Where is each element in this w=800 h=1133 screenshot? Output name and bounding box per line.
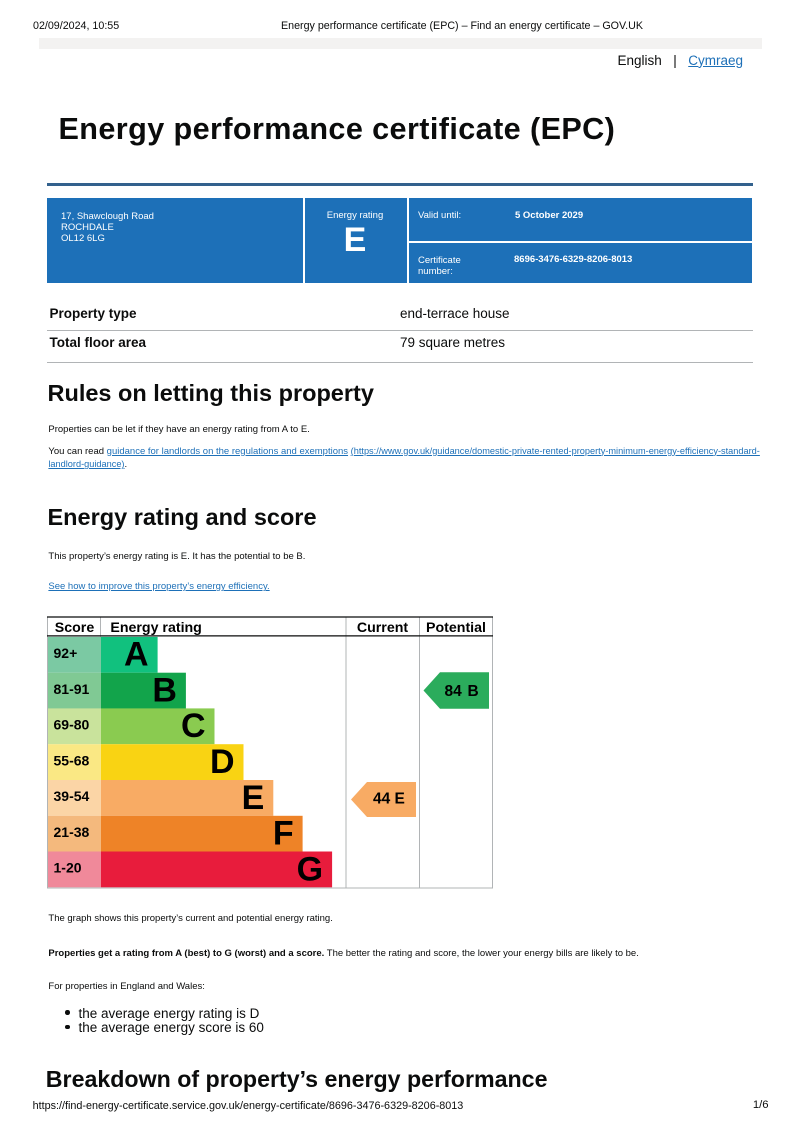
svg-text:55-68: 55-68	[54, 752, 90, 768]
svg-text:81-91: 81-91	[54, 681, 90, 697]
svg-text:39-54: 39-54	[54, 788, 90, 804]
svg-text:21-38: 21-38	[54, 824, 90, 840]
svg-text:D: D	[210, 743, 235, 781]
svg-text:E: E	[242, 779, 265, 817]
svg-text:92+: 92+	[54, 645, 78, 661]
svg-text:44: 44	[373, 791, 391, 808]
svg-text:B: B	[468, 683, 479, 700]
svg-text:E: E	[395, 791, 405, 808]
svg-text:Score: Score	[55, 620, 95, 636]
svg-text:B: B	[152, 672, 177, 710]
svg-text:F: F	[273, 815, 294, 853]
svg-text:G: G	[297, 850, 323, 888]
svg-text:C: C	[181, 707, 206, 745]
svg-text:84: 84	[445, 683, 463, 700]
svg-text:Energy rating: Energy rating	[110, 620, 201, 636]
svg-text:Potential: Potential	[426, 620, 486, 636]
svg-text:Current: Current	[357, 620, 409, 636]
svg-text:A: A	[124, 636, 149, 674]
svg-text:1-20: 1-20	[54, 860, 82, 876]
svg-text:69-80: 69-80	[54, 717, 90, 733]
